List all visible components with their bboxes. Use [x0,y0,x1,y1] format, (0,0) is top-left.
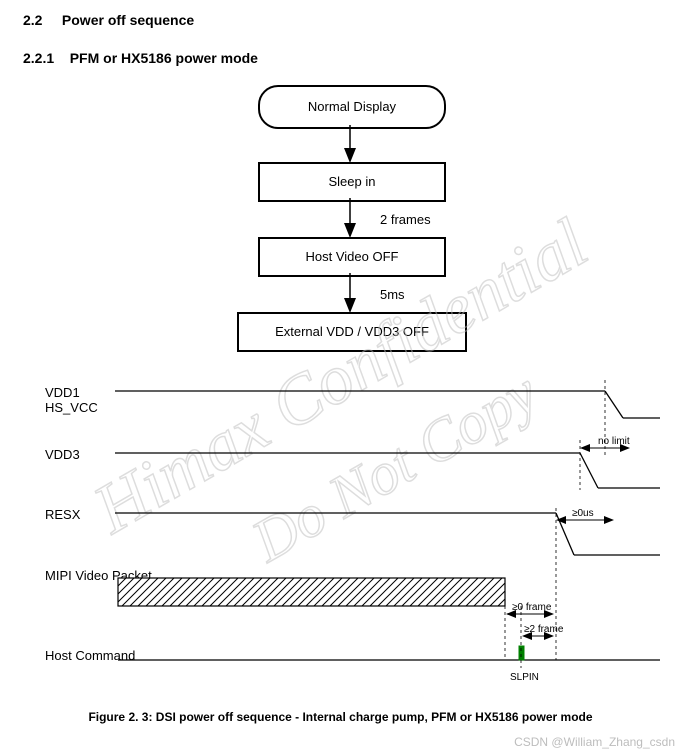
watermark-corner: CSDN @William_Zhang_csdn [514,735,675,749]
flowchart-node-n1: Sleep in [258,162,446,202]
timing-dim-label: ≥0us [572,508,594,519]
timing-dim-label: no limit [598,436,630,447]
flowchart-node-n0: Normal Display [258,85,446,129]
signal-label-resx: RESX [45,507,80,522]
section-2-2-heading: 2.2 Power off sequence [23,12,194,28]
sec221-num: 2.2.1 [23,50,54,66]
flowchart-node-n3: External VDD / VDD3 OFF [237,312,467,352]
signal-label-mipi-video-packet: MIPI Video Packet [45,568,152,583]
signal-label-hs_vcc: HS_VCC [45,400,98,415]
signal-label-vdd1: VDD1 [45,385,80,400]
sec221-title: PFM or HX5186 power mode [70,50,258,66]
signal-label-host-command: Host Command [45,648,135,663]
signal-label-vdd3: VDD3 [45,447,80,462]
flowchart-edge-label: 2 frames [380,212,431,227]
timing-dim-label: ≥2 frame [524,624,563,635]
timing-dim-label: ≥0 frame [512,602,551,613]
figure-caption: Figure 2. 3: DSI power off sequence - In… [0,710,681,724]
sec22-title: Power off sequence [62,12,194,28]
watermark-sub: Do Not Copy [241,358,550,576]
section-2-2-1-heading: 2.2.1 PFM or HX5186 power mode [23,50,258,66]
slpin-label: SLPIN [510,672,539,683]
flowchart-node-n2: Host Video OFF [258,237,446,277]
sec22-num: 2.2 [23,12,42,28]
page-root: 2.2 Power off sequence 2.2.1 PFM or HX51… [0,0,681,753]
flowchart-edge-label: 5ms [380,287,405,302]
